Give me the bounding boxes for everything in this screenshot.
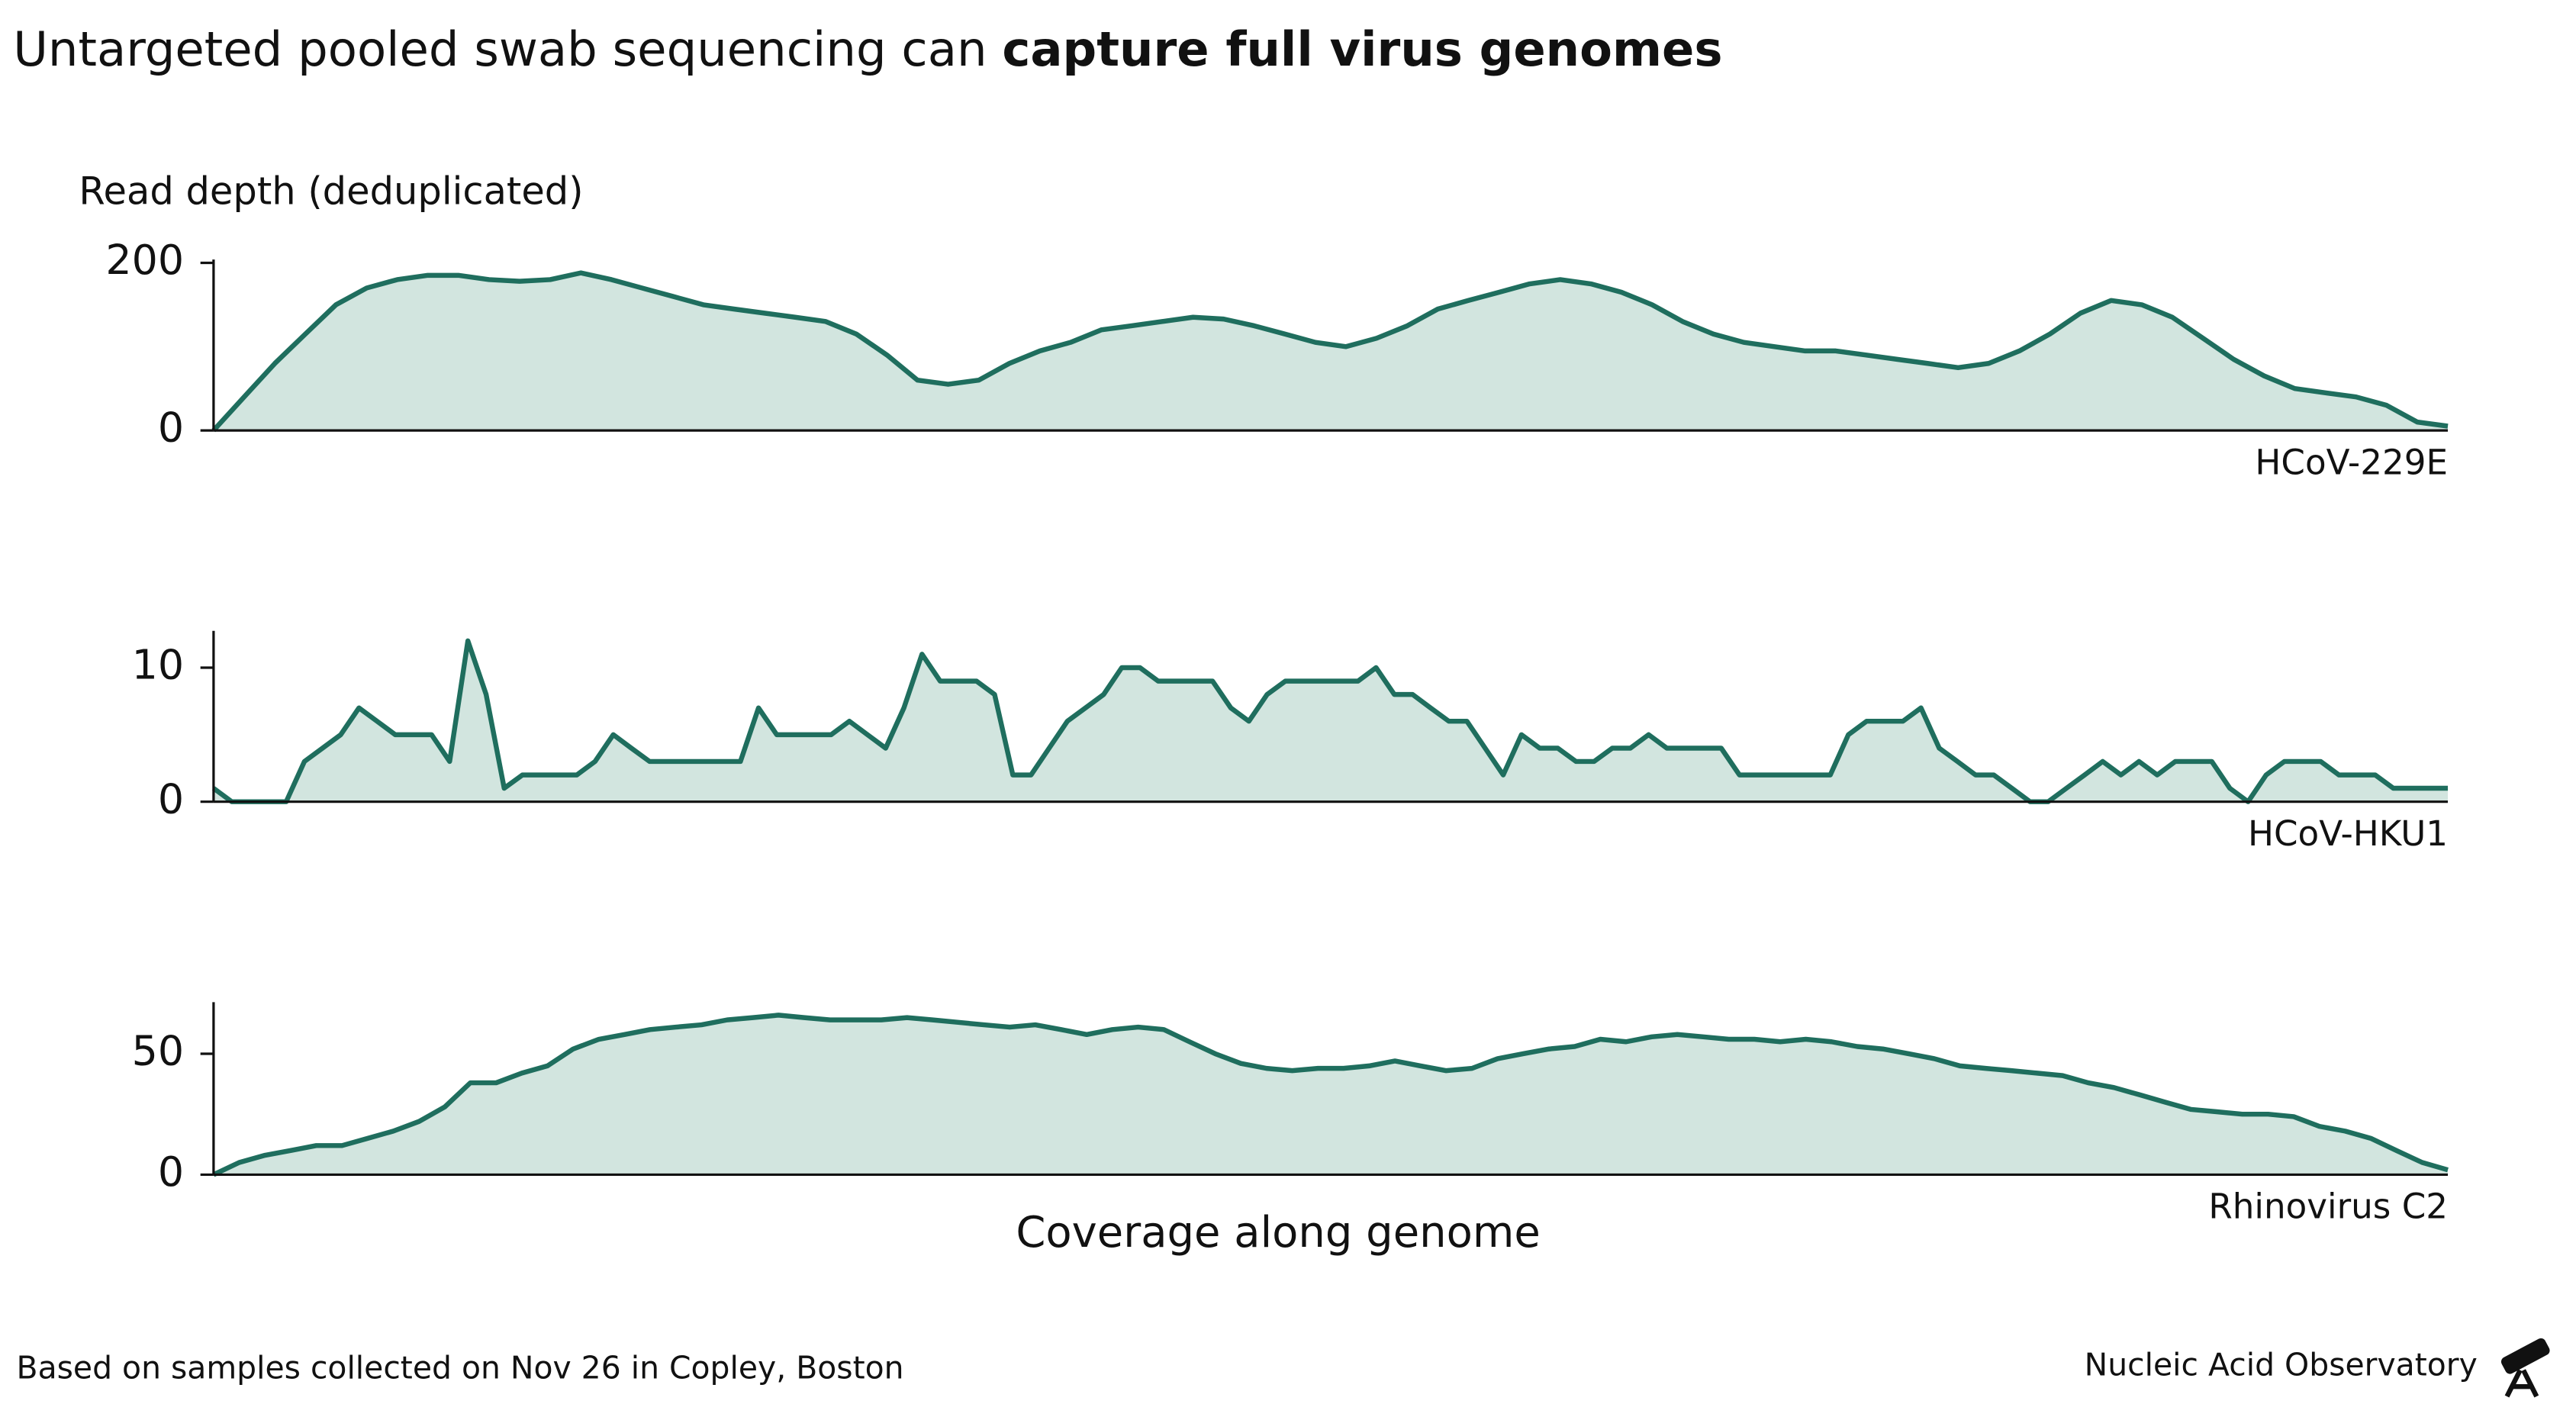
x-axis-label: Coverage along genome — [1016, 1208, 1540, 1257]
y-tick-label: 0 — [158, 404, 184, 452]
coverage-line — [212, 1013, 2449, 1177]
area-fill — [213, 640, 2449, 802]
area-fill — [213, 1015, 2449, 1175]
y-tick-label: 200 — [105, 236, 184, 284]
y-tick-label: 10 — [132, 641, 184, 689]
series-name: Rhinovirus C2 — [2208, 1187, 2448, 1227]
title: Untargeted pooled swab sequencing can ca… — [13, 21, 1722, 77]
series-name: HCoV-229E — [2255, 442, 2448, 482]
coverage-line — [211, 270, 2449, 433]
series-name: HCoV-HKU1 — [2248, 813, 2448, 854]
coverage-line — [211, 638, 2449, 804]
brand-logo — [2500, 1338, 2550, 1398]
y-axis-label: Read depth (deduplicated) — [79, 169, 583, 214]
area-fill — [213, 272, 2449, 431]
title-text: Untargeted pooled swab sequencing can — [13, 21, 987, 77]
y-tick-label: 0 — [158, 774, 184, 823]
brand: Nucleic Acid Observatory — [2085, 1346, 2478, 1383]
source-note: Based on samples collected on Nov 26 in … — [17, 1350, 904, 1386]
title-emphasis: capture full virus genomes — [1002, 21, 1722, 77]
y-tick-label: 0 — [158, 1148, 184, 1196]
y-tick-label: 50 — [132, 1027, 184, 1075]
